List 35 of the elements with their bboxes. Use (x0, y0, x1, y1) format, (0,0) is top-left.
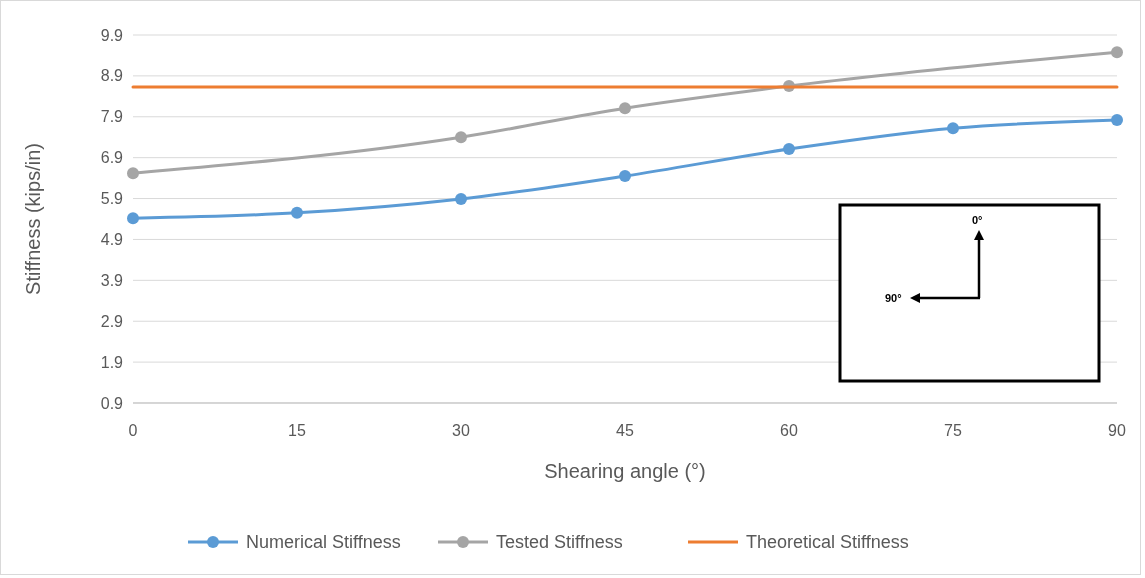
y-tick-label: 5.9 (100, 190, 124, 208)
point (783, 143, 795, 156)
x-tick-label: 90 (1108, 422, 1126, 439)
y-tick-label: 4.9 (100, 231, 124, 249)
x-tick-label: 45 (616, 422, 634, 439)
x-tick-label: 75 (944, 422, 962, 439)
point (291, 206, 303, 219)
point (1111, 46, 1123, 59)
x-tick-label: 30 (452, 422, 470, 439)
y-tick-label: 7.9 (100, 108, 124, 126)
legend-label: Tested Stiffness (496, 532, 623, 553)
y-tick-label: 2.9 (100, 312, 124, 330)
point (619, 102, 631, 115)
y-tick-label: 6.9 (100, 149, 124, 167)
point (619, 170, 631, 183)
point (455, 192, 467, 205)
annotation: 90° (885, 292, 902, 304)
y-tick-label: 9.9 (100, 26, 124, 44)
y-tick-label: 1.9 (100, 353, 124, 371)
point (1111, 114, 1123, 127)
x-tick-label: 0 (128, 422, 138, 439)
legend-label: Numerical Stiffness (246, 532, 401, 553)
point (455, 131, 467, 144)
y-tick-label: 3.9 (100, 271, 124, 289)
y-tick-label: 8.9 (100, 67, 124, 85)
y-tick-label: 0.9 (100, 394, 124, 412)
y-axis-title: Stiffness (kips/in) (22, 143, 44, 295)
x-tick-label: 60 (780, 422, 798, 439)
x-axis-title: Shearing angle (°) (544, 460, 706, 482)
point (127, 212, 139, 225)
annotation: 0° (972, 214, 983, 226)
legend-label: Theoretical Stiffness (746, 532, 909, 553)
x-tick-label: 15 (288, 422, 306, 439)
point (127, 167, 139, 180)
point (947, 122, 959, 135)
